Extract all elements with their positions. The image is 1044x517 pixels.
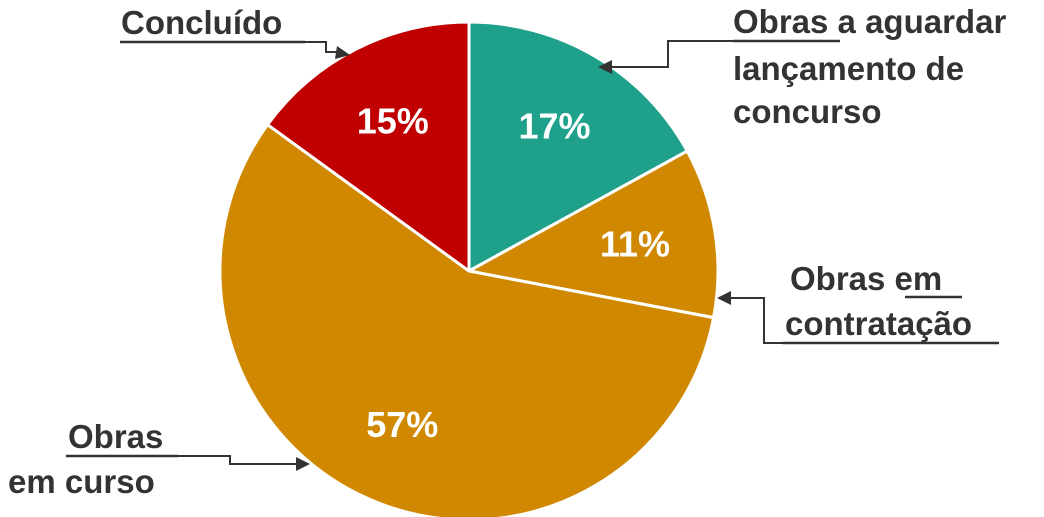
callout-concluido-leader — [305, 41, 340, 53]
callout-contratacao-underlined: em — [895, 260, 943, 297]
callout-curso-arrowhead — [296, 457, 310, 471]
slice-value-label-2: 11% — [600, 224, 670, 265]
callout-aguardar-line2: lançamento de — [733, 50, 964, 87]
callout-contratacao: Obras em contratação — [717, 260, 999, 345]
percentage-labels: 17% 11% 57% 15% — [357, 100, 670, 445]
pie-slice-1 — [467, 20, 689, 273]
callout-concluido-arrowhead — [335, 46, 350, 59]
callout-aguardar-arrowhead — [598, 60, 612, 74]
callout-contratacao-leader — [727, 297, 783, 344]
callout-contratacao-line2: contratação — [785, 305, 972, 342]
slice-value-label-3: 57% — [366, 404, 438, 445]
callout-curso-line1: Obras — [68, 418, 163, 455]
callout-curso-line2: em curso — [8, 463, 155, 500]
slice-value-label-1: 17% — [518, 105, 590, 146]
callout-aguardar-leader — [606, 40, 733, 68]
callout-concluido-line1: Concluído — [121, 4, 282, 41]
pie-slice-3 — [218, 123, 716, 517]
callout-contratacao-line1: Obras em — [790, 260, 942, 297]
callout-aguardar-underlined: Obras — [733, 3, 828, 40]
callout-aguardar-rest: a aguardar — [828, 3, 1006, 40]
callout-aguardar-line1: Obras a aguardar — [733, 3, 1006, 40]
pie-slice-2 — [467, 149, 720, 320]
callout-curso: Obras em curso — [8, 418, 310, 500]
pie-slice-4 — [266, 20, 471, 273]
callout-aguardar: Obras a aguardar lançamento de concurso — [598, 3, 1006, 130]
callout-aguardar-line3: concurso — [733, 93, 882, 130]
callout-contratacao-plain: Obras — [790, 260, 895, 297]
callout-concluido: Concluído — [120, 4, 350, 59]
pie-slices — [218, 20, 720, 517]
slice-value-label-4: 15% — [357, 100, 429, 141]
callout-contratacao-arrowhead — [717, 291, 731, 305]
callout-curso-leader — [178, 455, 300, 465]
